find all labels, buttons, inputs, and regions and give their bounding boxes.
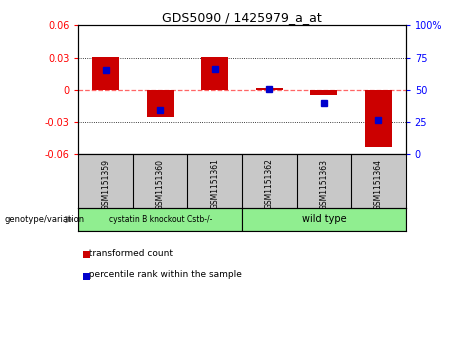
- Text: cystatin B knockout Cstb-/-: cystatin B knockout Cstb-/-: [108, 215, 212, 224]
- Text: genotype/variation: genotype/variation: [5, 215, 85, 224]
- Title: GDS5090 / 1425979_a_at: GDS5090 / 1425979_a_at: [162, 11, 322, 24]
- Text: GSM1151364: GSM1151364: [374, 159, 383, 209]
- Bar: [92, 57, 119, 90]
- Bar: [78, 208, 242, 231]
- Text: percentile rank within the sample: percentile rank within the sample: [83, 270, 242, 280]
- Text: GSM1151361: GSM1151361: [210, 159, 219, 209]
- Bar: [256, 88, 283, 90]
- Text: transformed count: transformed count: [83, 249, 173, 258]
- Text: GSM1151362: GSM1151362: [265, 159, 274, 209]
- Bar: [201, 57, 228, 90]
- Bar: [242, 208, 406, 231]
- Bar: [365, 90, 392, 147]
- Text: GSM1151363: GSM1151363: [319, 159, 328, 209]
- Bar: [147, 90, 174, 117]
- Bar: [310, 90, 337, 95]
- Text: wild type: wild type: [301, 215, 346, 224]
- Text: GSM1151360: GSM1151360: [156, 159, 165, 209]
- Text: GSM1151359: GSM1151359: [101, 159, 110, 209]
